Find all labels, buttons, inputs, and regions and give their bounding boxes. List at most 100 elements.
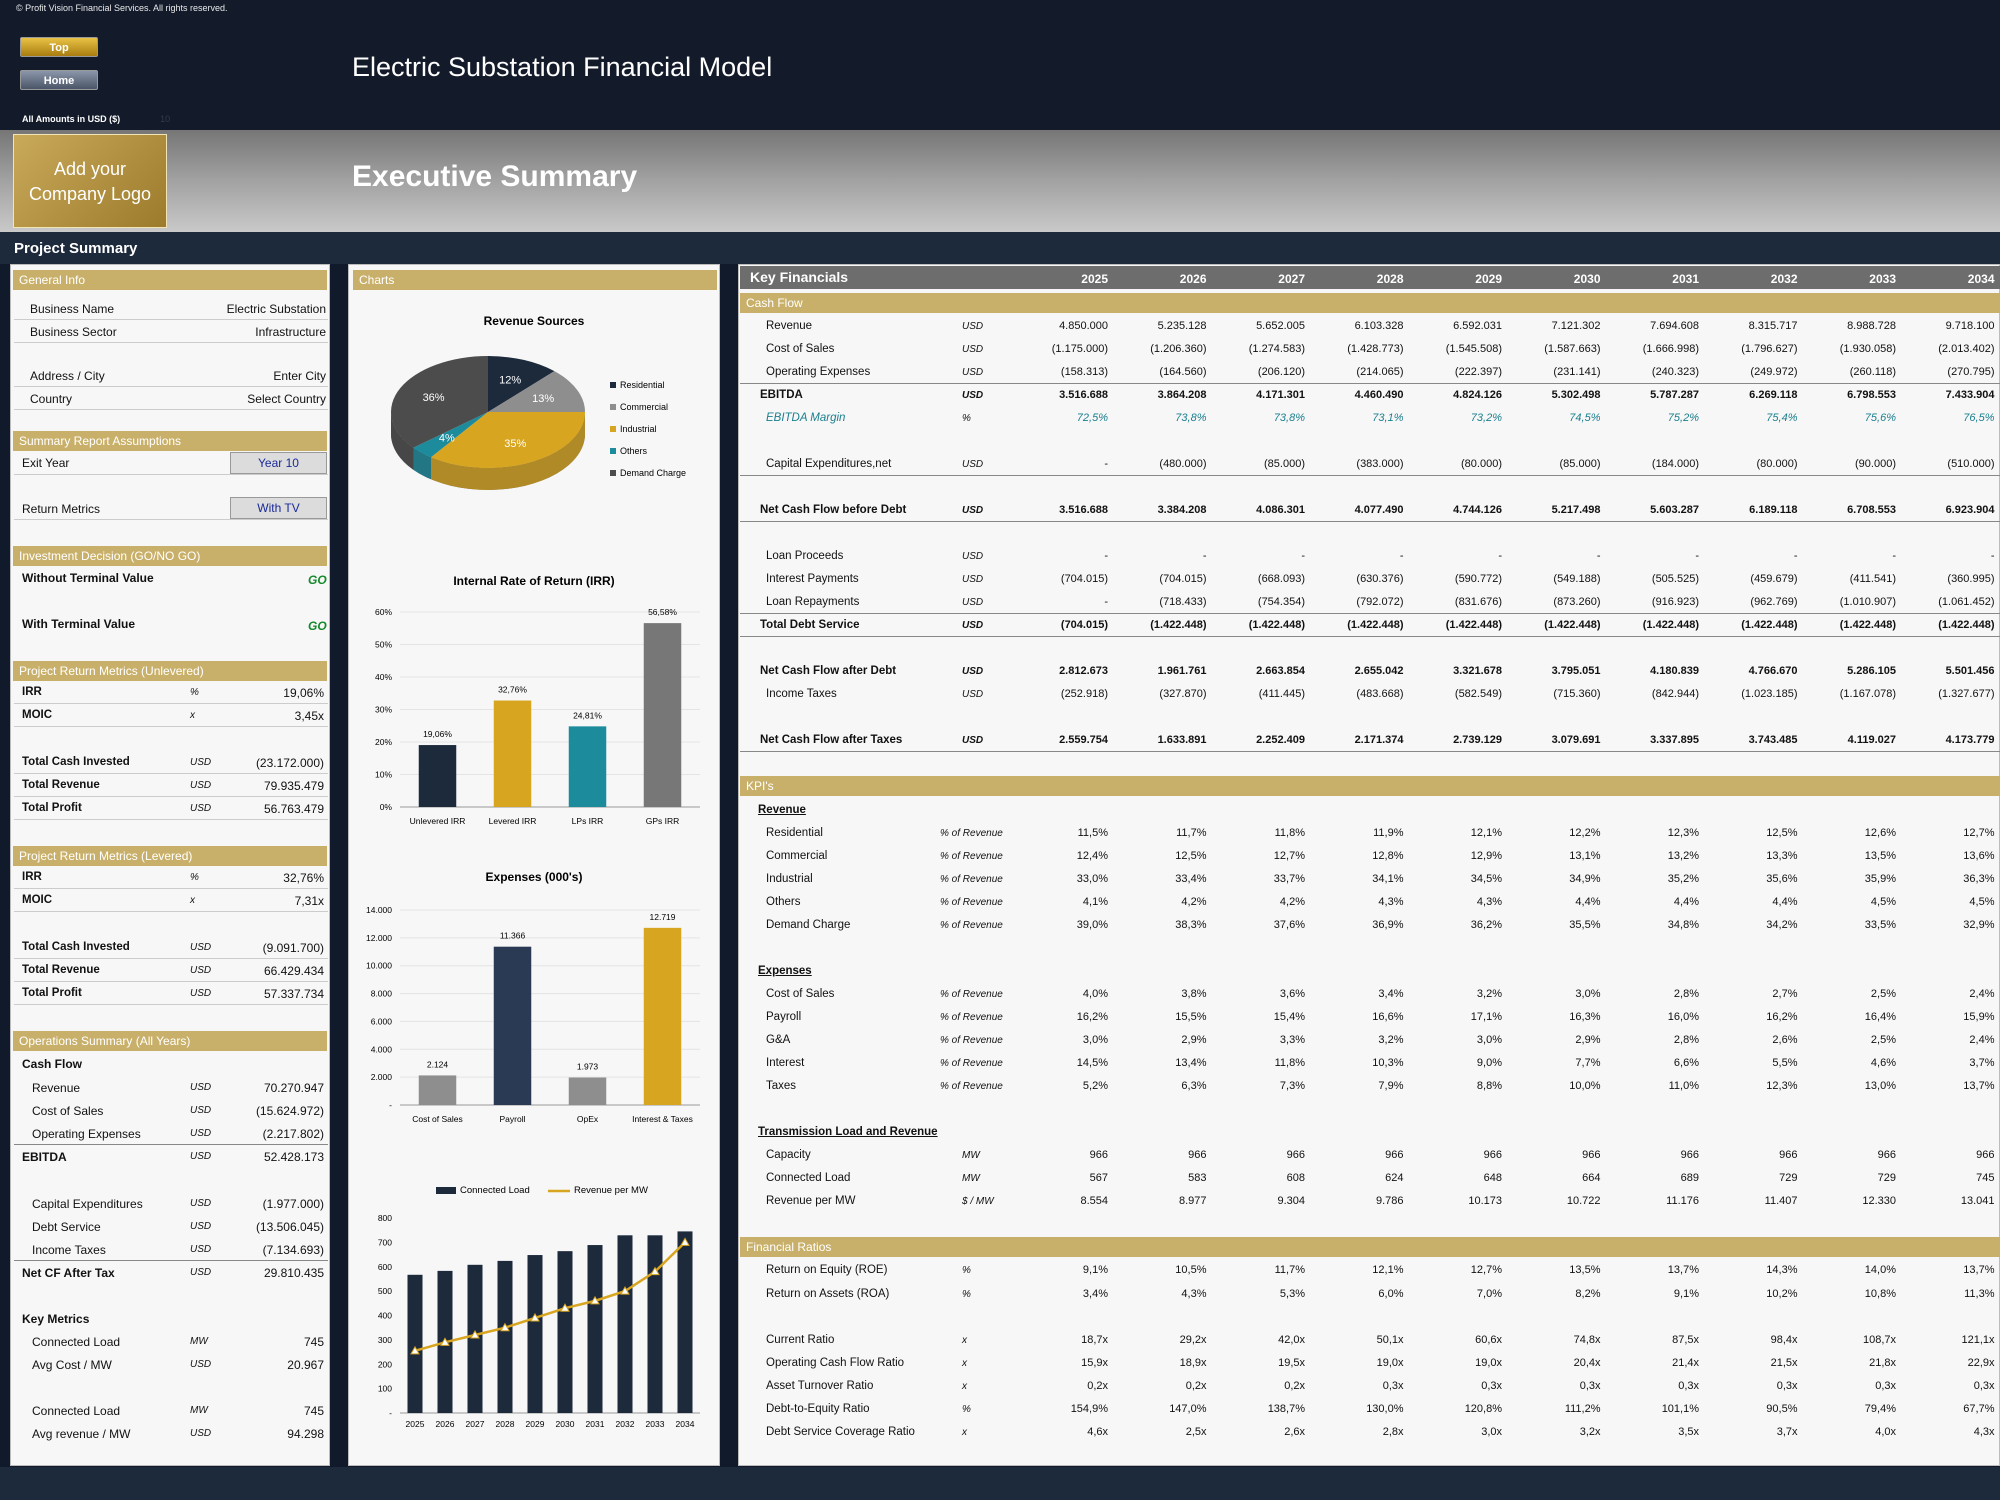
title-band bbox=[0, 130, 2000, 232]
fin-cell: 664 bbox=[1582, 1172, 1601, 1184]
fin-cell: 33,7% bbox=[1273, 873, 1305, 885]
pie-slice-others bbox=[413, 412, 488, 458]
fin-cell: 3.384.208 bbox=[1157, 504, 1207, 516]
fin-row-label: Capacity bbox=[766, 1149, 811, 1161]
pie-chart: Revenue Sources 12% 13% 35% 4% 36% Residential… bbox=[391, 314, 686, 490]
fin-cell: 12,6% bbox=[1864, 827, 1896, 839]
fin-cell: (483.668) bbox=[1356, 688, 1404, 700]
line-marker bbox=[530, 1312, 540, 1322]
fin-cell: 3,3% bbox=[1279, 1034, 1305, 1046]
fin-cell: 11,9% bbox=[1373, 827, 1404, 839]
fin-cell: 73,2% bbox=[1470, 412, 1502, 424]
fin-cell: 79,4% bbox=[1864, 1403, 1896, 1415]
revenue-label: Revenue bbox=[758, 804, 806, 816]
fin-cell: (411.445) bbox=[1258, 688, 1305, 700]
row-divider bbox=[14, 519, 328, 520]
fin-cell: (249.972) bbox=[1750, 366, 1798, 378]
fin-cell: 13,6% bbox=[1963, 850, 1995, 862]
fin-cell: (1.422.448) bbox=[1741, 619, 1798, 631]
fin-cell: 966 bbox=[1877, 1149, 1896, 1161]
fin-cell: 2,9% bbox=[1181, 1034, 1207, 1046]
fin-cell: 76,5% bbox=[1963, 412, 1995, 424]
fin-cell: (831.676) bbox=[1454, 596, 1502, 608]
fin-cell: 154,9% bbox=[1070, 1403, 1108, 1415]
y-tick-label: 600 bbox=[378, 1262, 392, 1272]
legend-label: Residential bbox=[620, 380, 665, 390]
bar bbox=[493, 946, 532, 1105]
fin-cell: (1.061.452) bbox=[1938, 596, 1995, 608]
fin-row-label: Interest Payments bbox=[766, 573, 859, 585]
fin-cell: 90,5% bbox=[1766, 1403, 1798, 1415]
line-marker bbox=[680, 1237, 690, 1246]
fin-cell: 67,7% bbox=[1963, 1403, 1995, 1415]
return-metrics-select[interactable]: With TV bbox=[230, 497, 327, 519]
ops-row-unit: USD bbox=[190, 1221, 212, 1232]
metric-label: Connected Load bbox=[32, 1404, 121, 1418]
fin-cell: 4,6% bbox=[1870, 1057, 1896, 1069]
fin-cell: 34,1% bbox=[1372, 873, 1404, 885]
fin-cell: 0,2x bbox=[1087, 1380, 1108, 1392]
metric-label: Connected Load bbox=[32, 1335, 121, 1349]
home-button[interactable]: Home bbox=[20, 70, 98, 90]
bar bbox=[418, 745, 457, 807]
fin-cell: 36,3% bbox=[1963, 873, 1995, 885]
row-divider bbox=[14, 703, 328, 704]
load-bar bbox=[647, 1235, 663, 1413]
business-sector-value[interactable]: Infrastructure bbox=[255, 325, 326, 339]
fin-cell: 35,2% bbox=[1667, 873, 1699, 885]
year-header: 2028 bbox=[1376, 272, 1404, 286]
fin-cell: 13,2% bbox=[1667, 850, 1699, 862]
ops-row-unit: USD bbox=[190, 1128, 212, 1139]
fin-cell: 6.269.118 bbox=[1749, 389, 1798, 401]
fin-cell: (90.000) bbox=[1855, 458, 1896, 470]
bar-value-label: 56,58% bbox=[648, 607, 677, 617]
fin-cell: 72,5% bbox=[1076, 412, 1108, 424]
fin-cell: 6,0% bbox=[1378, 1288, 1404, 1300]
fin-row-unit: % bbox=[962, 1265, 971, 1276]
fin-cell: 75,6% bbox=[1864, 412, 1896, 424]
address-value[interactable]: Enter City bbox=[273, 369, 326, 383]
x-tick-label: 2027 bbox=[466, 1419, 485, 1429]
fin-row-unit: USD bbox=[962, 666, 984, 677]
fin-cell: 11,8% bbox=[1274, 827, 1305, 839]
fin-row-label: Debt-to-Equity Ratio bbox=[766, 1403, 870, 1415]
fin-cell: 12,1% bbox=[1470, 827, 1502, 839]
fin-row-unit: USD bbox=[962, 505, 984, 516]
fin-row-label: Return on Equity (ROE) bbox=[766, 1264, 888, 1276]
bar-value-label: 11.366 bbox=[500, 931, 526, 941]
kpis-header: KPI's bbox=[740, 776, 2000, 796]
unlevered-row-label: Total Profit bbox=[22, 802, 82, 814]
unlevered-row-value: (23.172.000) bbox=[255, 756, 324, 770]
ops-row-label: Debt Service bbox=[32, 1220, 101, 1234]
fin-cell: (2.013.402) bbox=[1938, 343, 1995, 355]
business-name-value[interactable]: Electric Substation bbox=[226, 302, 326, 316]
fin-cell: 3.079.691 bbox=[1551, 734, 1601, 746]
project-summary-bar: Project Summary bbox=[0, 232, 2000, 264]
country-value[interactable]: Select Country bbox=[247, 392, 326, 406]
company-logo[interactable]: Add your Company Logo bbox=[13, 134, 167, 228]
pie-value-label: 36% bbox=[423, 392, 445, 404]
ops-row-label: Net CF After Tax bbox=[22, 1266, 115, 1280]
exit-year-select[interactable]: Year 10 bbox=[230, 452, 327, 474]
fin-cell: 10.173 bbox=[1468, 1195, 1502, 1207]
top-button[interactable]: Top bbox=[20, 37, 98, 57]
fin-cell: - bbox=[1104, 596, 1108, 608]
key-metrics-label: Key Metrics bbox=[22, 1312, 90, 1326]
ops-row-value: (7.134.693) bbox=[262, 1243, 324, 1257]
row-divider bbox=[740, 521, 2000, 522]
x-tick-label: 2025 bbox=[406, 1419, 425, 1429]
fin-cell: 608 bbox=[1286, 1172, 1305, 1184]
without-tv-go: GO bbox=[308, 573, 327, 587]
fin-cell: 966 bbox=[1286, 1149, 1305, 1161]
fin-cell: 11,3% bbox=[1964, 1288, 1995, 1300]
fin-cell: 13,7% bbox=[1667, 1264, 1699, 1276]
legend-label: Demand Charge bbox=[620, 468, 686, 478]
y-tick-label: 400 bbox=[378, 1311, 392, 1321]
metric-unit: MW bbox=[190, 1405, 208, 1416]
y-tick-label: 60% bbox=[375, 607, 392, 617]
row-divider bbox=[14, 958, 328, 959]
pie-value-label: 12% bbox=[499, 375, 521, 387]
levered-header: Project Return Metrics (Levered) bbox=[13, 846, 327, 866]
fin-cell: (510.000) bbox=[1947, 458, 1995, 470]
ops-row-value: (2.217.802) bbox=[262, 1127, 324, 1141]
